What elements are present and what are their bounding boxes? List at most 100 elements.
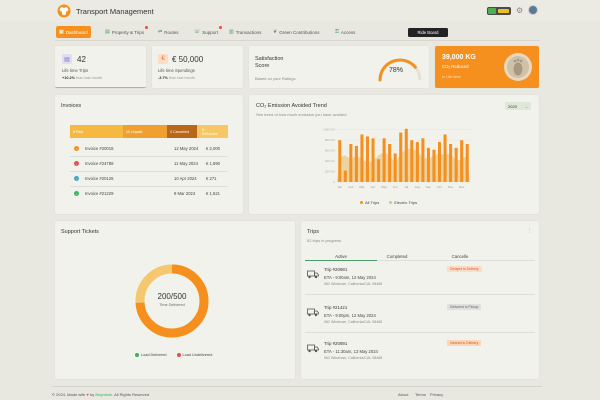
segment-refunded[interactable]: 0 Refunded — [197, 125, 228, 138]
bar-all-trips[interactable] — [354, 145, 358, 182]
co2-label: CO₂ Reduced — [442, 64, 469, 69]
bar-all-trips[interactable] — [432, 149, 436, 182]
invoice-date: 12 May 2024 — [174, 146, 199, 151]
trip-name: Trip #20981 — [324, 267, 348, 272]
invoice-row[interactable]: i Invoice #20126 10 Apr 2024 € 271 — [70, 173, 228, 184]
settings-icon[interactable]: ⚙ — [516, 6, 524, 15]
trip-status-badge: Intransit to Delivery — [447, 340, 482, 346]
tab-cancelled[interactable]: Cancelle — [451, 253, 469, 259]
avatar[interactable] — [528, 5, 538, 15]
x-tick-label: Feb — [348, 185, 354, 189]
nav-transactions[interactable]: ▥ Transactions — [226, 26, 264, 38]
invoice-status-icon: ↑ — [74, 146, 79, 151]
bar-all-trips[interactable] — [377, 159, 381, 182]
stat-card-co2: 39,000 KG CO₂ Reduced In Life time — [435, 46, 539, 88]
truck-icon — [307, 270, 319, 279]
footprint-icon — [504, 53, 532, 81]
tabs-divider — [305, 260, 535, 261]
year-select[interactable]: 2023 ⌄ — [505, 102, 531, 110]
routes-icon: ⇄ — [158, 29, 163, 35]
footer-link-about[interactable]: About — [398, 392, 409, 397]
trip-eta: ETA - 9:00am, 12 May 2024 — [324, 275, 376, 280]
more-options-icon[interactable]: ⋮ — [527, 228, 532, 234]
nav-divider — [55, 40, 540, 41]
toggle-on-indicator — [488, 8, 496, 14]
trip-eta: ETA - 11:30am, 13 May 2024 — [324, 349, 378, 354]
trip-address: 962 Windrose, California/CAL 98468 — [324, 282, 383, 286]
segment-paid[interactable]: 8 Paid — [70, 125, 123, 138]
brand-link[interactable]: Brightsim — [95, 392, 113, 397]
bar-all-trips[interactable] — [426, 147, 430, 182]
bar-all-trips[interactable] — [421, 138, 425, 182]
nav-support[interactable]: ☏ Support — [191, 26, 223, 38]
chart-subtitle: See trend of how much emission you have … — [256, 112, 347, 117]
legend-electric-trips[interactable]: Electric Trips — [389, 200, 417, 205]
spend-delta-sub: than last month — [168, 76, 195, 80]
y-tick-label: 400 KG — [325, 159, 336, 163]
bar-all-trips[interactable] — [338, 140, 342, 182]
leaf-icon: ❦ — [273, 29, 278, 35]
bar-all-trips[interactable] — [393, 153, 397, 183]
invoice-row[interactable]: ✓ Invoice #21229 9 Mar 2024 € 1,521 — [70, 188, 228, 199]
footer-link-privacy[interactable]: Privacy — [430, 392, 444, 397]
segment-cancelled[interactable]: 0 Cancelled — [167, 125, 197, 138]
bar-all-trips[interactable] — [454, 147, 458, 182]
nav-property-trips[interactable]: ▤ Property & Trips — [102, 26, 148, 38]
x-tick-label: Nov — [448, 185, 454, 189]
trip-row[interactable]: Trip #21421 ETA - 9:00pm, 12 May 2024 96… — [305, 302, 535, 332]
notification-dot — [145, 26, 148, 29]
by-text: by — [90, 392, 95, 397]
invoice-row[interactable]: ↑ Invoice #20018 12 May 2024 € 2,000 — [70, 143, 228, 154]
app-logo-icon — [57, 4, 71, 18]
bar-all-trips[interactable] — [404, 128, 408, 182]
nav-dashboard[interactable]: ▦ Dashboard — [56, 26, 91, 38]
legend-label: Load Undelivered — [182, 353, 213, 357]
trips-panel — [301, 221, 539, 379]
tab-active[interactable]: Active — [335, 253, 347, 259]
nav-green-contributions[interactable]: ❦ Green Contributions — [270, 26, 322, 38]
transactions-icon: ▥ — [229, 29, 234, 35]
bar-all-trips[interactable] — [388, 144, 392, 182]
main-nav: ▦ Dashboard ▤ Property & Trips ⇄ Routes … — [0, 24, 600, 40]
copyright-text: © 2024, Made with — [52, 392, 86, 397]
bar-all-trips[interactable] — [349, 144, 353, 182]
nav-routes[interactable]: ⇄ Routes — [155, 26, 181, 38]
legend-all-trips[interactable]: All Trips — [360, 200, 379, 205]
invoice-amount: € 1,890 — [206, 161, 220, 166]
refunded-label: Refunded — [202, 131, 218, 136]
bar-all-trips[interactable] — [449, 144, 453, 182]
nav-access[interactable]: ⚿ Access — [332, 26, 358, 38]
trips-stat-icon: ▤ — [62, 54, 72, 64]
nav-label: Routes — [164, 29, 179, 35]
bar-all-trips[interactable] — [410, 140, 414, 182]
tab-completed[interactable]: Completed — [386, 253, 408, 259]
truck-icon — [307, 308, 319, 317]
notification-dot — [219, 26, 223, 29]
bar-all-trips[interactable] — [438, 142, 442, 182]
trip-row[interactable]: Trip #20891 ETA - 11:30am, 13 May 2024 9… — [305, 338, 535, 368]
bar-all-trips[interactable] — [460, 140, 464, 182]
bar-all-trips[interactable] — [465, 144, 469, 182]
invoices-title: Invoices — [61, 103, 82, 109]
dashboard-icon: ▦ — [59, 29, 64, 35]
trip-row[interactable]: Trip #20981 ETA - 9:00am, 12 May 2024 96… — [305, 264, 535, 294]
bar-all-trips[interactable] — [365, 136, 370, 182]
trips-delta-value: +10.2% — [62, 76, 75, 80]
invoice-row[interactable]: ↓ Invoice #24788 11 May 2024 € 1,890 — [70, 158, 228, 169]
footer-link-terms[interactable]: Terms — [415, 392, 426, 397]
bar-all-trips[interactable] — [371, 138, 375, 182]
legend-delivered[interactable]: Load Delivered — [135, 353, 167, 357]
segment-unpaid[interactable]: 10 Unpaid — [123, 125, 167, 138]
ride-board-button[interactable]: Ride Board — [408, 28, 448, 37]
bar-all-trips[interactable] — [399, 132, 403, 182]
bar-all-trips[interactable] — [382, 138, 386, 182]
legend-dot — [360, 201, 363, 204]
legend-undelivered[interactable]: Load Undelivered — [176, 353, 213, 357]
bar-all-trips[interactable] — [415, 142, 419, 182]
divider — [70, 186, 228, 187]
bar-all-trips[interactable] — [343, 170, 347, 182]
trip-name: Trip #21421 — [324, 305, 348, 310]
bar-all-trips[interactable] — [360, 134, 364, 183]
bar-all-trips[interactable] — [443, 134, 447, 183]
theme-toggle[interactable] — [487, 7, 511, 15]
